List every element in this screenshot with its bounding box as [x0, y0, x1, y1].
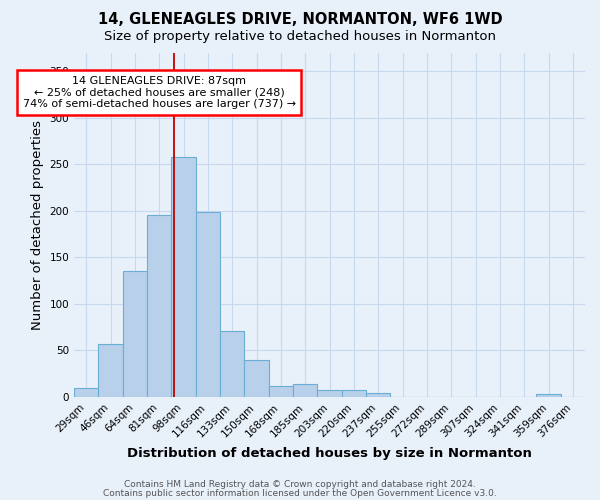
- Bar: [147, 216, 172, 397]
- Bar: [317, 390, 341, 397]
- Bar: [341, 390, 366, 397]
- Bar: [172, 157, 196, 397]
- X-axis label: Distribution of detached houses by size in Normanton: Distribution of detached houses by size …: [127, 447, 532, 460]
- Y-axis label: Number of detached properties: Number of detached properties: [31, 120, 44, 330]
- Bar: [196, 212, 220, 397]
- Bar: [98, 344, 123, 397]
- Bar: [74, 388, 98, 397]
- Text: Size of property relative to detached houses in Normanton: Size of property relative to detached ho…: [104, 30, 496, 43]
- Text: 14 GLENEAGLES DRIVE: 87sqm
← 25% of detached houses are smaller (248)
74% of sem: 14 GLENEAGLES DRIVE: 87sqm ← 25% of deta…: [23, 76, 296, 109]
- Bar: [269, 386, 293, 397]
- Bar: [123, 272, 147, 397]
- Text: Contains HM Land Registry data © Crown copyright and database right 2024.: Contains HM Land Registry data © Crown c…: [124, 480, 476, 489]
- Bar: [536, 394, 560, 397]
- Bar: [244, 360, 269, 397]
- Bar: [293, 384, 317, 397]
- Text: Contains public sector information licensed under the Open Government Licence v3: Contains public sector information licen…: [103, 488, 497, 498]
- Text: 14, GLENEAGLES DRIVE, NORMANTON, WF6 1WD: 14, GLENEAGLES DRIVE, NORMANTON, WF6 1WD: [98, 12, 502, 28]
- Bar: [366, 393, 391, 397]
- Bar: [220, 331, 244, 397]
